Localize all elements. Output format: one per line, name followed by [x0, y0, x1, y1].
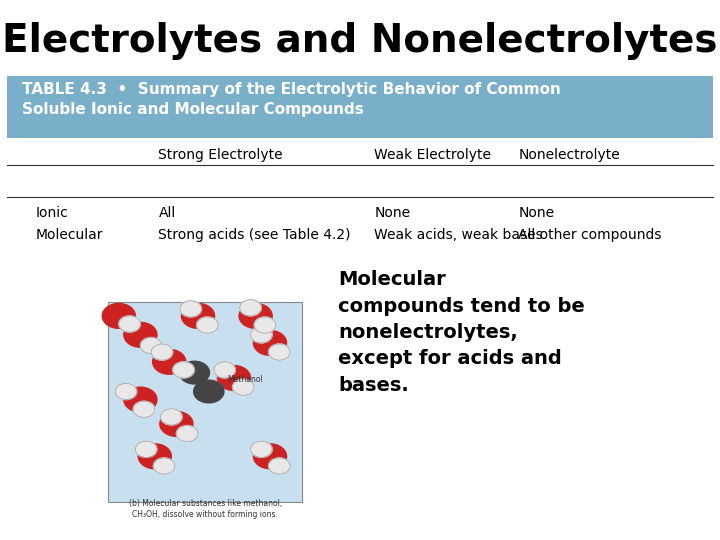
- Circle shape: [194, 380, 224, 403]
- Circle shape: [135, 441, 157, 457]
- Circle shape: [240, 300, 261, 316]
- Circle shape: [251, 327, 272, 343]
- Circle shape: [253, 330, 287, 355]
- Text: Methanol: Methanol: [227, 375, 263, 384]
- Circle shape: [239, 303, 272, 328]
- Text: Nonelectrolyte: Nonelectrolyte: [518, 148, 620, 162]
- Circle shape: [217, 366, 251, 390]
- Circle shape: [254, 317, 276, 333]
- Circle shape: [197, 317, 218, 333]
- Text: Weak acids, weak bases: Weak acids, weak bases: [374, 228, 543, 242]
- Circle shape: [269, 344, 290, 360]
- Circle shape: [251, 441, 272, 457]
- Text: All: All: [158, 206, 176, 220]
- Circle shape: [119, 316, 140, 332]
- Text: Weak Electrolyte: Weak Electrolyte: [374, 148, 492, 162]
- Text: Ionic: Ionic: [36, 206, 68, 220]
- Circle shape: [102, 303, 135, 328]
- Circle shape: [151, 344, 173, 360]
- Text: Strong acids (see Table 4.2): Strong acids (see Table 4.2): [158, 228, 351, 242]
- Circle shape: [233, 379, 254, 395]
- Text: None: None: [518, 206, 554, 220]
- Circle shape: [180, 301, 202, 317]
- Circle shape: [138, 444, 171, 469]
- Circle shape: [124, 322, 157, 347]
- Text: All other compounds: All other compounds: [518, 228, 662, 242]
- Bar: [7, 76, 713, 138]
- Circle shape: [253, 444, 287, 469]
- Circle shape: [153, 458, 175, 474]
- Text: Molecular
compounds tend to be
nonelectrolytes,
except for acids and
bases.: Molecular compounds tend to be nonelectr…: [338, 270, 585, 395]
- Text: TABLE 4.3  •  Summary of the Electrolytic Behavior of Common
Soluble Ionic and M: TABLE 4.3 • Summary of the Electrolytic …: [22, 82, 560, 117]
- Text: Electrolytes and Nonelectrolytes: Electrolytes and Nonelectrolytes: [2, 22, 718, 59]
- Circle shape: [173, 362, 194, 378]
- Text: None: None: [374, 206, 410, 220]
- Text: (b) Molecular substances like methanol,
CH₃OH, dissolve without forming ions.: (b) Molecular substances like methanol, …: [129, 499, 282, 519]
- Circle shape: [181, 303, 215, 328]
- Text: Molecular: Molecular: [36, 228, 104, 242]
- Text: Strong Electrolyte: Strong Electrolyte: [158, 148, 283, 162]
- Circle shape: [124, 387, 157, 412]
- Circle shape: [269, 458, 290, 474]
- Circle shape: [214, 362, 235, 378]
- Circle shape: [176, 426, 198, 442]
- Circle shape: [161, 409, 182, 425]
- Circle shape: [140, 338, 162, 354]
- Circle shape: [133, 401, 155, 417]
- Bar: [108, 302, 302, 502]
- Circle shape: [179, 361, 210, 384]
- Circle shape: [160, 411, 193, 436]
- Circle shape: [115, 383, 137, 400]
- Circle shape: [153, 349, 186, 374]
